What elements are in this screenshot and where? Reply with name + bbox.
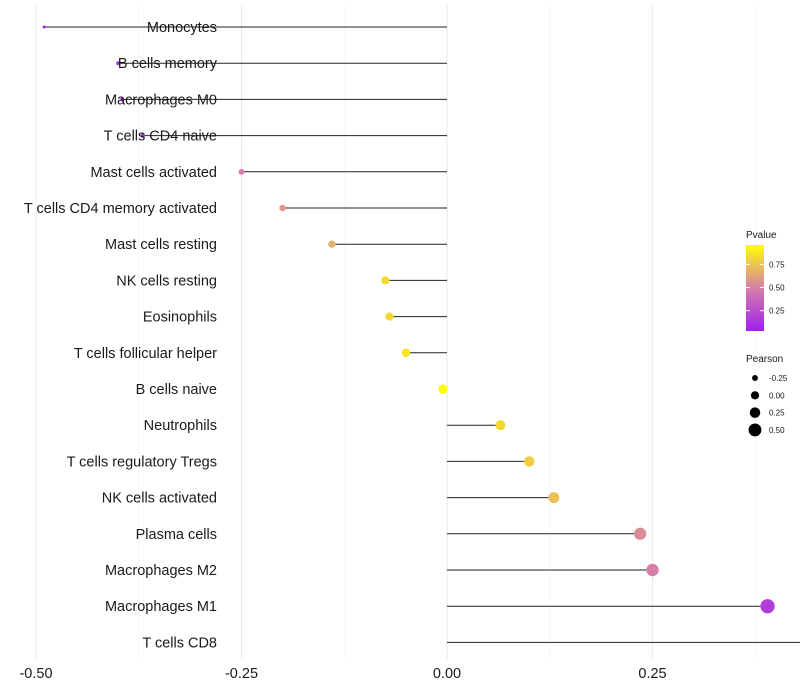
category-label: Plasma cells bbox=[136, 527, 217, 543]
category-label: Macrophages M2 bbox=[105, 563, 217, 579]
points bbox=[42, 25, 775, 614]
data-point bbox=[385, 312, 394, 321]
data-point bbox=[548, 492, 560, 504]
category-label: T cells CD4 memory activated bbox=[24, 201, 217, 217]
size-legend-key bbox=[752, 375, 758, 381]
category-label: NK cells resting bbox=[116, 273, 217, 289]
data-point bbox=[523, 456, 535, 467]
category-label: T cells follicular helper bbox=[74, 346, 217, 362]
size-legend-label: -0.25 bbox=[769, 374, 788, 383]
category-label: Monocytes bbox=[147, 20, 217, 36]
category-labels: Monocytes B cells memory Macrophages M0 T c… bbox=[24, 20, 218, 651]
data-point bbox=[120, 97, 125, 102]
data-point bbox=[438, 384, 448, 394]
pvalue-legend: Pvalue 0.25 0.50 0.75 bbox=[746, 230, 785, 331]
x-axis-ticks: -0.50-0.250.000.250.50 bbox=[19, 666, 666, 682]
size-legend-label: 0.25 bbox=[769, 409, 785, 418]
size-legend-label: 0.50 bbox=[769, 426, 785, 435]
data-point bbox=[140, 133, 146, 138]
data-point bbox=[646, 563, 659, 577]
category-label: Neutrophils bbox=[144, 418, 217, 434]
pvalue-colorbar bbox=[746, 245, 764, 331]
x-tick-label: 0.00 bbox=[433, 666, 461, 682]
grid bbox=[35, 5, 756, 660]
colorbar-tick-label: 0.50 bbox=[769, 284, 785, 293]
category-label: Macrophages M1 bbox=[105, 599, 217, 615]
category-label: Mast cells resting bbox=[105, 237, 217, 253]
category-label: NK cells activated bbox=[102, 491, 217, 507]
pearson-legend-title: Pearson bbox=[746, 354, 783, 365]
pearson-legend: Pearson -0.25 0.00 0.25 0.50 bbox=[746, 354, 788, 437]
x-tick-label: 0.25 bbox=[638, 666, 666, 682]
data-point bbox=[760, 599, 775, 614]
category-label: T cells CD4 naive bbox=[104, 129, 217, 145]
size-legend-key bbox=[750, 391, 760, 400]
colorbar-tick-label: 0.75 bbox=[769, 260, 785, 269]
category-label: B cells memory bbox=[118, 56, 218, 72]
data-point bbox=[238, 168, 245, 175]
category-label: T cells CD8 bbox=[142, 635, 217, 651]
data-point bbox=[381, 276, 390, 285]
x-tick-label: -0.25 bbox=[225, 666, 258, 682]
data-point bbox=[279, 204, 286, 212]
data-point bbox=[495, 420, 506, 431]
category-label: B cells naive bbox=[136, 382, 217, 398]
size-legend-label: 0.00 bbox=[769, 391, 785, 400]
size-legend-key bbox=[749, 407, 761, 418]
category-label: Macrophages M0 bbox=[105, 92, 217, 108]
colorbar-tick-label: 0.25 bbox=[769, 307, 785, 316]
pvalue-legend-title: Pvalue bbox=[746, 230, 777, 241]
data-point bbox=[328, 240, 336, 248]
data-point bbox=[634, 527, 647, 540]
data-point bbox=[401, 348, 411, 358]
category-label: Eosinophils bbox=[143, 310, 217, 326]
data-point bbox=[116, 61, 121, 66]
category-label: T cells regulatory Tregs bbox=[67, 454, 217, 470]
x-tick-label: -0.50 bbox=[19, 666, 52, 682]
stems bbox=[44, 26, 800, 643]
data-point bbox=[42, 25, 46, 29]
category-label: Mast cells activated bbox=[90, 165, 217, 181]
size-legend-key bbox=[748, 423, 762, 437]
